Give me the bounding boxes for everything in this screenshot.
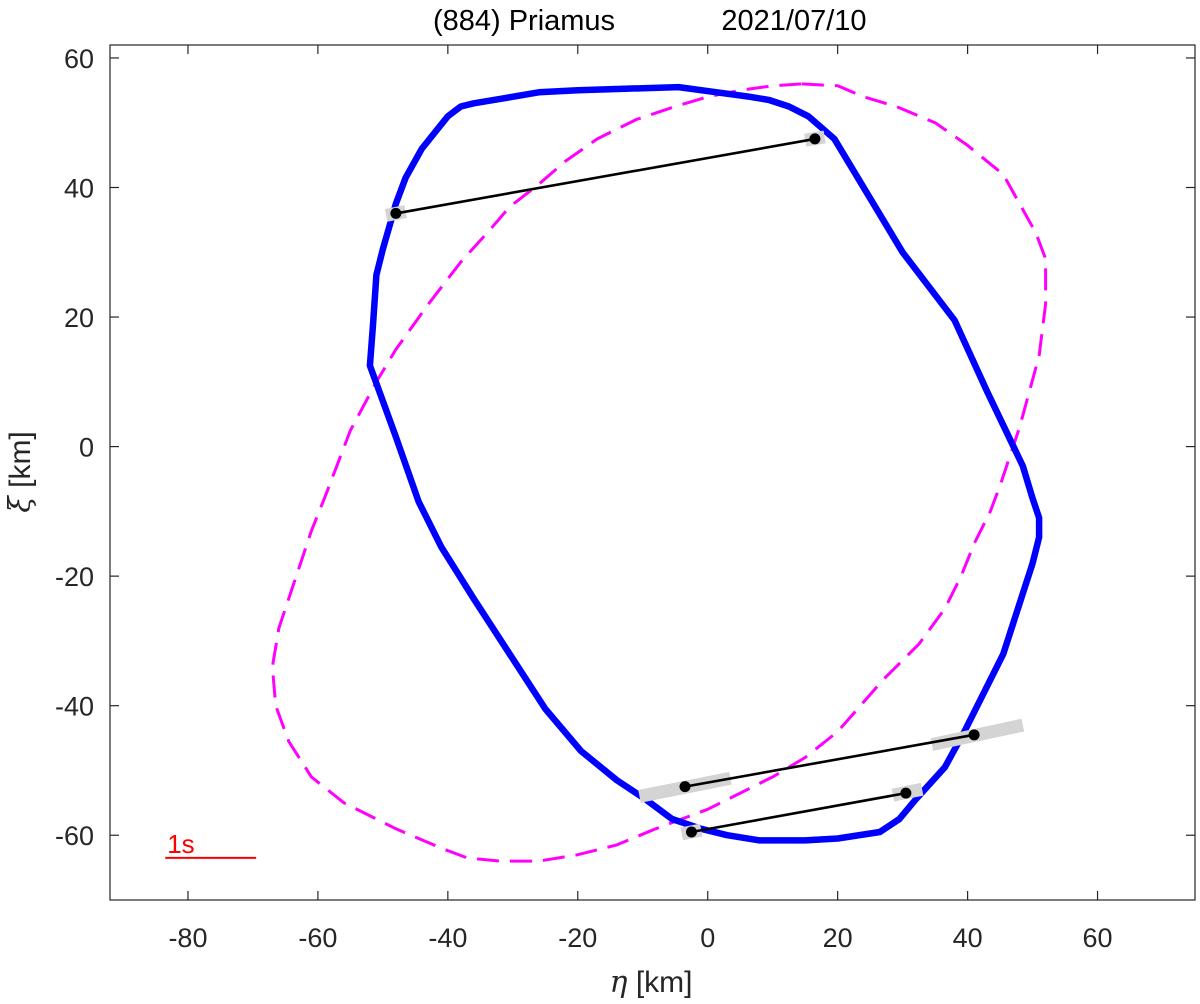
x-tick-label: 40 [953, 923, 983, 953]
y-tick-label: -60 [55, 821, 94, 851]
chord-egress-point [900, 787, 912, 799]
x-axis-ticks: -80 -60 -40 -20 0 20 40 60 [168, 45, 1113, 953]
chord-line [684, 733, 975, 788]
y-tick-label: -20 [55, 562, 94, 592]
y-tick-label: 20 [64, 303, 94, 333]
x-tick-label: 0 [700, 923, 715, 953]
y-axis-label: ξ [km] [3, 431, 38, 513]
x-tick-label: 20 [823, 923, 853, 953]
occultation-chords [390, 133, 980, 838]
x-axis-label: η [km] [610, 965, 693, 1000]
plot-frame [109, 44, 1196, 901]
y-tick-label: 60 [64, 44, 94, 74]
solid-shape-profile [366, 83, 1043, 844]
x-tick-label: -40 [428, 923, 467, 953]
x-tick-label: -80 [168, 923, 207, 953]
y-tick-label: 40 [64, 174, 94, 204]
y-tick-label: 0 [79, 433, 94, 463]
chord-ingress-point [679, 781, 691, 793]
x-tick-label: -60 [298, 923, 337, 953]
chord-egress-point [968, 729, 980, 741]
y-axis-ticks: -60 -40 -20 0 20 40 60 [55, 44, 1195, 851]
chord-egress-point [809, 133, 821, 145]
chord-line [691, 791, 907, 834]
chord-ingress-point [685, 826, 697, 838]
y-axis-label-symbol: ξ [3, 495, 38, 513]
chord-line [395, 137, 816, 215]
x-axis-label-unit: [km] [636, 966, 693, 999]
chord-uncertainty-bars [384, 130, 1025, 841]
scale-bar-label: 1s [167, 829, 194, 859]
dashed-shape-profile [270, 82, 1048, 863]
x-axis-label-symbol: η [610, 965, 628, 1000]
chart-title-object: (884) Priamus [433, 5, 615, 37]
y-tick-label: -40 [55, 692, 94, 722]
chart-title-date: 2021/07/10 [721, 5, 866, 37]
x-tick-label: 60 [1083, 923, 1113, 953]
y-axis-label-unit: [km] [4, 431, 37, 488]
chord-ingress-point [390, 207, 402, 219]
x-tick-label: -20 [558, 923, 597, 953]
